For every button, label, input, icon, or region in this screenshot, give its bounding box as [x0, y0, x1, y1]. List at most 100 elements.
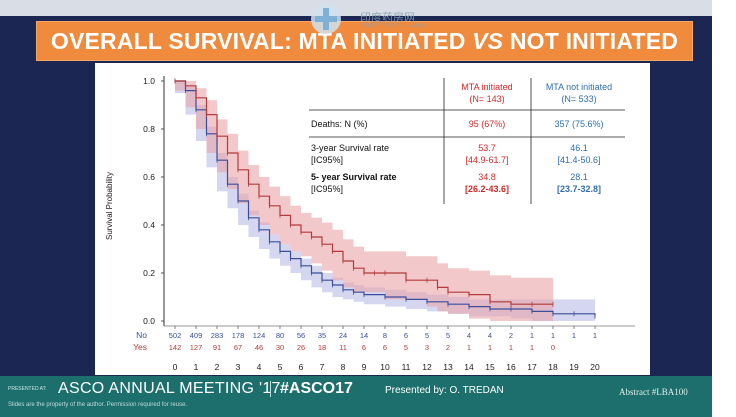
- x-tick-label: 2: [215, 362, 220, 372]
- x-tick-label: 9: [362, 362, 367, 372]
- risk-count: 8: [383, 331, 387, 340]
- x-tick-label: 20: [590, 362, 600, 372]
- risk-count: 2: [509, 331, 513, 340]
- km-chart: 0.00.20.40.60.81.0 0 1 2 3 4 5 6 7 8 9 10 11 12 13 14 1…: [105, 76, 635, 372]
- chart-panel: 0.0 0.2 0.4 0.6 0.8 1.0 0 1 2 3 4 5 6 7 8 9 10 11 12 13 14 1…: [95, 63, 650, 375]
- risk-row-label: No: [136, 330, 147, 340]
- risk-count: 6: [362, 343, 366, 352]
- risk-count: 6: [383, 343, 387, 352]
- risk-count: 56: [297, 331, 305, 340]
- risk-count: 1: [572, 331, 576, 340]
- risk-count: 11: [339, 343, 347, 352]
- title-part-1: OVERALL SURVIVAL: M: [50, 28, 318, 54]
- top-strip: [0, 0, 736, 16]
- risk-count: 142: [169, 343, 182, 352]
- hashtag: #ASCO17: [280, 380, 353, 397]
- y-tick-label: 0.0: [143, 316, 155, 326]
- surv3-initiated-ci: [44.9-61.7]: [465, 155, 508, 165]
- watermark-text-cn: 印度药房网: [360, 11, 415, 24]
- risk-count: 178: [232, 331, 245, 340]
- risk-count: 1: [593, 331, 597, 340]
- watermark-cross-icon: [311, 4, 341, 34]
- risk-count: 1: [551, 331, 555, 340]
- risk-count: 124: [253, 331, 266, 340]
- deaths-not-initiated: 357 (75.6%): [554, 119, 603, 129]
- row-label-3yr: 3-year Survival rate: [311, 143, 389, 153]
- stats-table-bg: [303, 78, 631, 205]
- x-tick-label: 7: [320, 362, 325, 372]
- surv5-not-initiated: 28.1: [570, 172, 588, 182]
- y-tick-label: 0.6: [143, 172, 155, 182]
- risk-count: 6: [404, 331, 408, 340]
- abstract-id: Abstract #LBA100: [619, 387, 688, 397]
- x-tick-label: 18: [548, 362, 558, 372]
- risk-count: 0: [551, 343, 555, 352]
- x-tick-label: 19: [569, 362, 579, 372]
- title-part-3: NOT INITIATED: [503, 28, 679, 54]
- footer-bar: PRESENTED AT: ASCO ANNUAL MEETING '17 #A…: [0, 376, 736, 417]
- watermark-text-en: YINDU YAOFANG WANG: [360, 23, 427, 29]
- risk-count: 80: [276, 331, 284, 340]
- title-part-2: TA INITIATED: [317, 28, 473, 54]
- x-tick-label: 0: [173, 362, 178, 372]
- meeting-name: ASCO ANNUAL MEETING '17: [58, 380, 281, 397]
- ci-band-not-initiated: [175, 81, 595, 321]
- x-tick-label: 8: [341, 362, 346, 372]
- risk-count: 91: [213, 343, 221, 352]
- risk-count: 67: [234, 343, 242, 352]
- risk-count: 5: [446, 331, 450, 340]
- axes: [163, 76, 635, 327]
- risk-count: 283: [211, 331, 224, 340]
- row-label-5yr-ci: [IC95%]: [311, 184, 343, 194]
- risk-count: 127: [190, 343, 203, 352]
- slide-title-banner: OVERALL SURVIVAL: MTA INITIATED VS NOT I…: [36, 21, 693, 61]
- risk-count: 1: [467, 343, 471, 352]
- right-edge-strip: [712, 0, 736, 417]
- col-header-initiated-n: (N= 143): [469, 94, 504, 104]
- y-ticks: 0.0 0.2 0.4 0.6 0.8 1.0: [143, 76, 164, 326]
- row-label-3yr-ci: [IC95%]: [311, 155, 343, 165]
- col-header-not-initiated-n: (N= 533): [561, 94, 596, 104]
- survival-curves: [174, 78, 596, 319]
- x-tick-label: 3: [236, 362, 241, 372]
- x-tick-label: 1: [194, 362, 199, 372]
- y-tick-label: 0.4: [143, 220, 155, 230]
- risk-count: 5: [425, 331, 429, 340]
- col-header-not-initiated: MTA not initiated: [546, 82, 612, 92]
- x-tick-label: 17: [527, 362, 537, 372]
- footer-separator: [270, 381, 271, 397]
- surv5-not-initiated-ci: [23.7-32.8]: [557, 184, 601, 194]
- y-tick-label: 0.2: [143, 268, 155, 278]
- x-tick-label: 13: [443, 362, 453, 372]
- surv5-initiated: 34.8: [478, 172, 496, 182]
- x-tick-label: 15: [485, 362, 495, 372]
- x-tick-label: 6: [299, 362, 304, 372]
- x-tick-label: 12: [422, 362, 432, 372]
- risk-count: 1: [509, 343, 513, 352]
- risk-count: 26: [297, 343, 305, 352]
- curve-initiated: [175, 80, 553, 305]
- x-tick-label: 4: [257, 362, 262, 372]
- risk-count: 14: [360, 331, 368, 340]
- x-tick-label: 16: [506, 362, 516, 372]
- risk-count: 5: [404, 343, 408, 352]
- surv3-not-initiated-ci: [41.4-50.6]: [557, 155, 600, 165]
- stats-table: MTA initiated (N= 143) MTA not initiated…: [303, 78, 631, 205]
- risk-count: 502: [169, 331, 182, 340]
- y-axis-label: Survival Probability: [105, 172, 114, 240]
- presented-at-label: PRESENTED AT:: [8, 386, 47, 392]
- y-tick-label: 1.0: [143, 76, 155, 86]
- row-label-deaths: Deaths: N (%): [311, 119, 368, 129]
- risk-count: 2: [446, 343, 450, 352]
- risk-count: 1: [530, 343, 534, 352]
- risk-count: 18: [318, 343, 326, 352]
- x-tick-label: 14: [464, 362, 474, 372]
- risk-count: 3: [425, 343, 429, 352]
- x-tick-label: 5: [278, 362, 283, 372]
- risk-row-label: Yes: [133, 342, 147, 352]
- x-tick-label: 10: [380, 362, 390, 372]
- risk-count: 4: [467, 331, 471, 340]
- surv3-initiated: 53.7: [478, 143, 496, 153]
- y-tick-label: 0.8: [143, 124, 155, 134]
- presenter-credit: Presented by: O. TREDAN: [385, 385, 504, 396]
